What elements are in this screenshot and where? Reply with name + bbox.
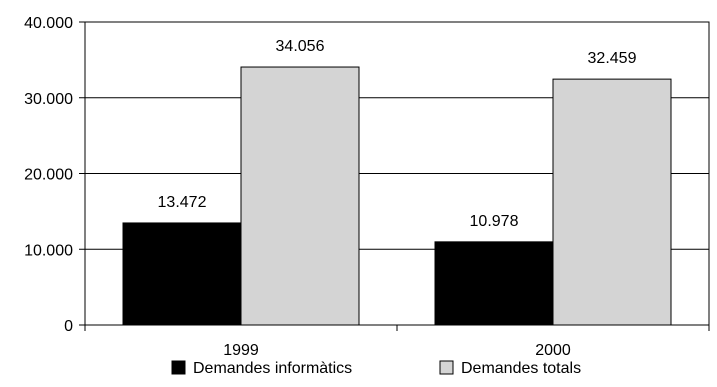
bar-data-label: 13.472 [158,194,207,211]
legend-label: Demandes totals [461,360,581,377]
bar [434,241,554,326]
bar-data-label: 34.056 [276,38,325,55]
x-tick-label: 1999 [223,342,259,359]
y-tick-label: 0 [64,318,73,335]
bar [240,66,360,326]
y-tick-label: 20.000 [24,167,73,184]
legend-label: Demandes informàtics [193,360,352,377]
y-tick-label: 30.000 [24,91,73,108]
y-tick-label: 40.000 [24,15,73,32]
bar-data-label: 10.978 [470,213,519,230]
legend-swatch [439,360,454,375]
bar [122,222,242,326]
legend-swatch [171,360,186,375]
x-tick-label: 2000 [535,342,571,359]
y-tick-label: 10.000 [24,242,73,259]
bar [552,78,672,326]
bar-data-label: 32.459 [588,50,637,67]
